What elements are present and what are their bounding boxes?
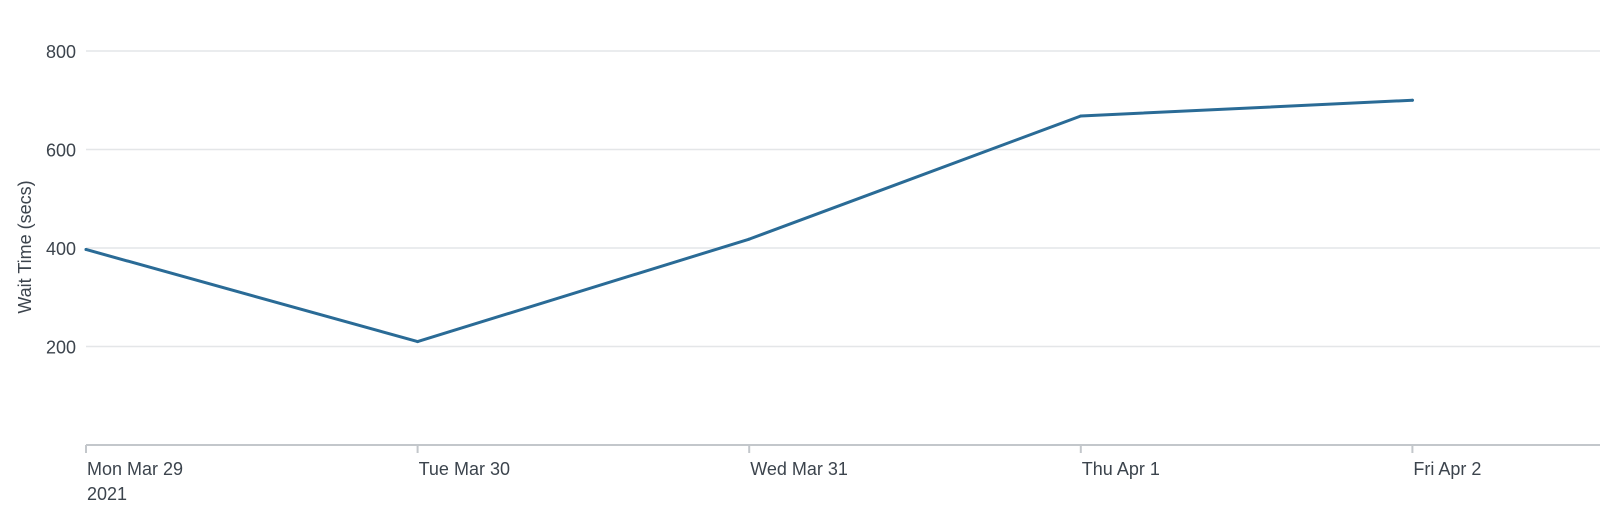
x-tick-label: Wed Mar 31 xyxy=(750,459,848,479)
data-point xyxy=(416,340,420,344)
data-point xyxy=(1410,98,1414,102)
y-tick-label: 400 xyxy=(46,239,76,259)
y-axis-title: Wait Time (secs) xyxy=(15,180,35,313)
y-axis-ticks: 200 400 600 800 xyxy=(46,42,76,358)
y-tick-label: 800 xyxy=(46,42,76,62)
x-year-label: 2021 xyxy=(87,484,127,504)
x-tick-label: Fri Apr 2 xyxy=(1413,459,1481,479)
data-point xyxy=(84,247,88,251)
x-tick-label: Mon Mar 29 xyxy=(87,459,183,479)
y-tick-label: 200 xyxy=(46,338,76,358)
series-layer xyxy=(84,98,1414,344)
x-axis-ticks: Mon Mar 29 Tue Mar 30 Wed Mar 31 Thu Apr 1 F… xyxy=(85,445,1481,504)
x-tick-label: Tue Mar 30 xyxy=(419,459,510,479)
data-point xyxy=(1079,114,1083,118)
y-tick-label: 600 xyxy=(46,141,76,161)
data-point xyxy=(747,237,751,241)
x-tick-label: Thu Apr 1 xyxy=(1082,459,1160,479)
series-line xyxy=(84,98,1414,344)
gridlines xyxy=(86,50,1600,348)
